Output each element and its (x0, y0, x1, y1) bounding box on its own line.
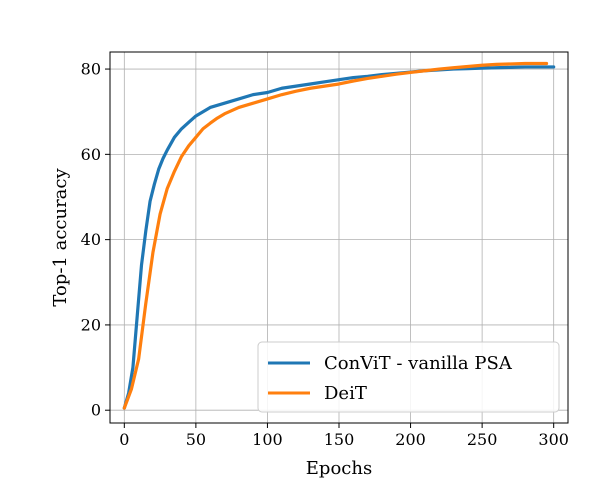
x-tick-label: 250 (467, 430, 498, 449)
x-tick-label: 150 (324, 430, 355, 449)
legend: ConViT - vanilla PSA DeiT (257, 341, 560, 413)
y-tick-label: 20 (81, 315, 101, 334)
y-axis-label: Top-1 accuracy (50, 168, 71, 307)
x-tick-label: 0 (119, 430, 129, 449)
y-tick-label: 0 (91, 401, 101, 420)
x-tick-label: 100 (252, 430, 283, 449)
x-tick-label: 200 (395, 430, 426, 449)
y-tick-label: 60 (81, 145, 101, 164)
y-tick-label: 80 (81, 60, 101, 79)
grid-layer (110, 52, 568, 423)
legend-box (257, 341, 560, 413)
y-tick-label: 40 (81, 230, 101, 249)
ticks-layer: 0 50 100 150 200 250 300 0 20 40 60 80 (81, 60, 569, 449)
legend-label-convit: ConViT - vanilla PSA (324, 353, 513, 374)
x-tick-label: 300 (538, 430, 569, 449)
series-layer (122, 61, 556, 410)
x-tick-label: 50 (186, 430, 206, 449)
series-line-deit (122, 61, 549, 410)
x-axis-label: Epochs (306, 458, 372, 479)
legend-label-deit: DeiT (324, 383, 367, 404)
